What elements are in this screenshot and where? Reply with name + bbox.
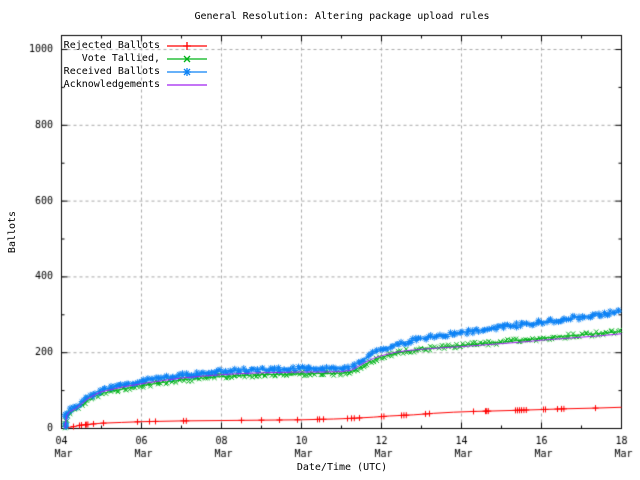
legend-label: Vote Tallied, (81, 53, 160, 64)
legend-item-rejected-ballots: Rejected Ballots (62, 39, 209, 52)
legend-item-acknowledgements: Acknowledgements (62, 78, 209, 91)
legend-line-sample-plus-icon (167, 41, 207, 50)
legend-item-received-ballots: Received Ballots (62, 65, 209, 78)
legend-line-sample-asterisk-icon (167, 67, 207, 76)
y-axis-title: Ballots (7, 210, 18, 254)
chart-title: General Resolution: Altering package upl… (194, 11, 490, 22)
x-axis-title: Date/Time (UTC) (296, 462, 388, 473)
legend-label: Acknowledgements (63, 79, 160, 90)
legend-item-vote-tallied: Vote Tallied, (62, 52, 209, 65)
legend-label: Rejected Ballots (63, 40, 160, 51)
legend-label: Received Ballots (63, 66, 160, 77)
legend: Rejected Ballots Vote Tallied, Received … (62, 39, 209, 91)
legend-line-sample-cross-icon (167, 55, 207, 62)
legend-line-sample-plain-icon (167, 83, 207, 86)
